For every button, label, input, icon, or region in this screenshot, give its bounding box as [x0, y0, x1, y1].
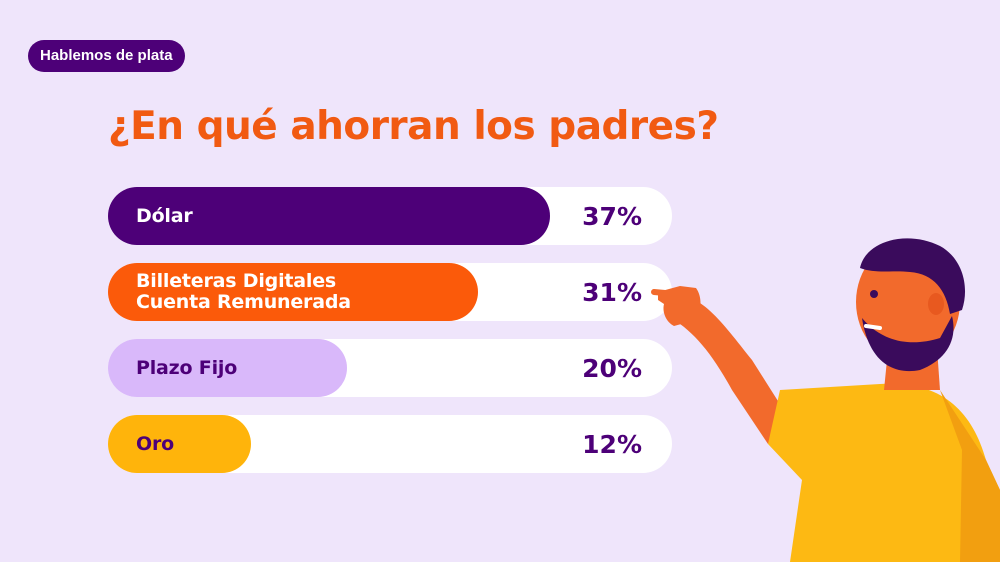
bar-label: Dólar — [136, 204, 193, 227]
bar-row: Billeteras Digitales Cuenta Remunerada 31… — [108, 263, 672, 321]
chart-title: ¿En qué ahorran los padres? — [108, 104, 719, 149]
mouth-shape — [864, 324, 882, 330]
beard-shape — [862, 316, 954, 372]
finger-shape — [651, 289, 679, 297]
bar — [108, 339, 347, 397]
bar-value-label: 37% — [582, 201, 642, 231]
bar — [108, 415, 251, 473]
bar-value-label: 31% — [582, 277, 642, 307]
arm-shape — [662, 291, 790, 444]
bar-row: Dólar 37% — [108, 187, 672, 245]
shirt-shadow-shape — [940, 390, 1000, 562]
bar-row: Oro 12% — [108, 415, 672, 473]
series-tag: Hablemos de plata — [28, 40, 185, 72]
man-pointing-icon — [651, 238, 1000, 562]
bar-label: Oro — [136, 432, 174, 455]
bar-row: Plazo Fijo 20% — [108, 339, 672, 397]
bar-value-label: 20% — [582, 353, 642, 383]
bar-label: Plazo Fijo — [136, 356, 238, 379]
eye-shape — [870, 290, 878, 298]
shirt-shape — [768, 383, 1000, 562]
bar — [108, 263, 478, 321]
bar-value-label: 12% — [582, 429, 642, 459]
hair-shape — [860, 238, 966, 314]
bar — [108, 187, 550, 245]
ear-shape — [928, 293, 944, 315]
bar-label: Billeteras Digitales Cuenta Remunerada — [136, 270, 351, 313]
